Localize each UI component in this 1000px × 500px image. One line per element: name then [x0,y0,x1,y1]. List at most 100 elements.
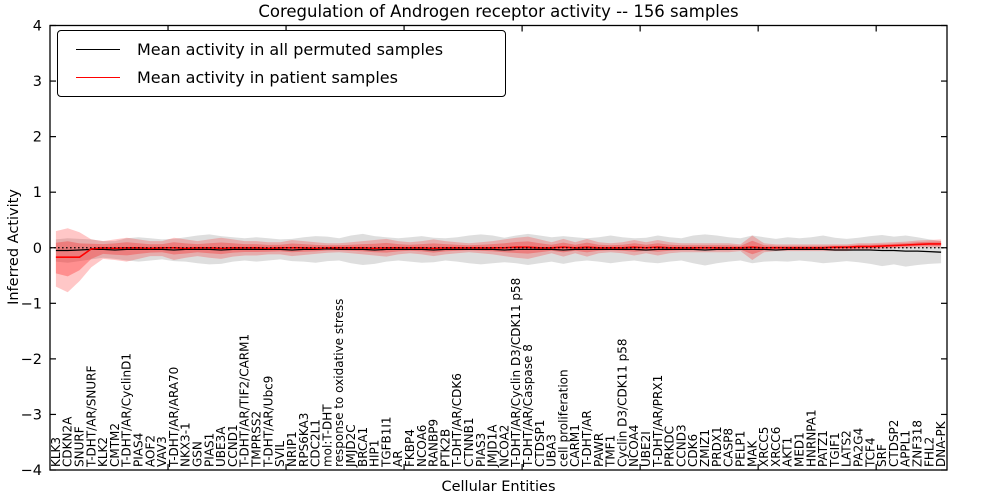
x-tick-label: CMTM2 [108,423,122,467]
x-tick-label: SNURF [73,426,87,467]
x-tick-label: T-DHT/AR/Caspase 8 [521,344,535,468]
x-tick-label: XRCC6 [769,427,783,467]
legend-label-patient: Mean activity in patient samples [137,68,398,88]
x-tick-label: SRF [875,444,889,467]
svg-text:−4: −4 [21,463,42,479]
series-lines [50,243,947,259]
svg-text:4: 4 [33,19,42,35]
x-tick-label: NCOA2 [497,425,511,467]
x-tick-label: UBE3A [214,426,228,467]
svg-text:−3: −3 [21,407,42,423]
x-tick-label: response to oxidative stress [332,299,346,467]
x-tick-label: LATS2 [840,430,854,467]
x-tick-label: FHL2 [922,437,936,467]
x-tick-label: CARM1 [568,424,582,467]
x-tick-label: AOF2 [143,435,157,467]
x-tick-label: AKT1 [781,437,795,467]
x-tick-label: CDK6 [686,434,700,467]
x-tick-label: RPS6KA3 [297,413,311,467]
x-tick-label: UBA3 [545,434,559,467]
x-tick-label: CTDSP2 [887,420,901,467]
x-tick-label: T-DHT/AR/SNURF [84,366,98,469]
x-tick-label: Cyclin D3/CDK11 p58 [615,338,629,467]
confidence-bands [55,228,942,293]
svg-text:−1: −1 [21,296,42,312]
x-tick-label: NCOA6 [415,425,429,467]
x-tick-label: FKBP4 [403,429,417,467]
x-tick-label: CTDSP1 [533,420,547,467]
x-tick-label: PELP1 [734,431,748,467]
x-tick-label: CDC2L1 [309,419,323,467]
x-tick-label: JMJD2C [344,424,358,468]
x-tick-label: CASP8 [722,428,736,467]
x-tick-label: cell proliferation [556,369,570,467]
x-tick-label: T-DHT/AR/ARA70 [167,367,181,468]
x-tick-label: XRCC5 [757,427,771,467]
x-tick-label: T-DHT/AR/Ubc9 [261,376,275,468]
x-tick-label: T-DHT/AR/TIF2/CARM1 [238,334,252,468]
legend-item-patient: Mean activity in patient samples [58,64,505,91]
x-tick-label: PAWR [592,433,606,467]
svg-text:2: 2 [33,130,42,146]
x-tick-label: T-DHT/AR/CyclinD1 [120,353,134,468]
x-tick-label: HIP1 [368,440,382,467]
x-tick-label: TCF4 [863,437,877,468]
chart-title: Coregulation of Androgen receptor activi… [258,2,739,21]
x-tick-label: SVIL [273,441,287,467]
patient-line-swatch [76,77,120,79]
x-tick-label: AR [391,450,405,467]
x-axis-label: Cellular Entities [441,479,556,495]
x-tick-label: KLK3 [49,437,63,467]
svg-text:0: 0 [33,241,42,257]
x-tick-label: TGFB1I1 [379,416,393,468]
y-axis-label: Inferred Activity [6,189,22,305]
svg-text:−2: −2 [21,352,42,368]
legend-item-permuted: Mean activity in all permuted samples [58,36,505,63]
x-tick-label: PATZ1 [816,430,830,467]
x-tick-label: TMF1 [604,435,618,468]
legend-label-permuted: Mean activity in all permuted samples [137,39,444,59]
x-tick-label: APPL1 [899,430,913,467]
x-tick-label: MED1 [793,432,807,467]
x-tick-label: PIAS1 [202,433,216,467]
x-tick-label: ZMIZ1 [698,429,712,467]
x-tick-label: ZNF318 [911,420,925,467]
svg-text:3: 3 [33,74,42,90]
x-tick-label: mol:T-DHT [320,404,334,467]
x-tick-label: CTNNB1 [462,417,476,467]
x-tick-label: T-DHT/AR/Cyclin D3/CDK11 p58 [509,278,523,468]
x-tick-label: CCND1 [226,424,240,467]
x-tick-label: T-DHT/AR/CDK6 [450,373,464,468]
x-tick-label: CDKN2A [61,416,75,467]
x-tick-label: KLK2 [96,437,110,467]
x-tick-label: T-DHT/AR/PRX1 [651,375,665,468]
x-tick-label: RANBP9 [427,419,441,467]
x-tick-label: NCOA4 [627,425,641,467]
x-tick-label: NRIP1 [285,431,299,467]
x-tick-label: PIAS4 [132,433,146,467]
x-tick-label: PIAS3 [474,433,488,467]
axis-ticks: −4 −3 −2 −1 0 1 2 3 4 [21,19,947,479]
x-tick-label: GSN [191,441,205,467]
x-tick-label: PRKDC [663,426,677,467]
permuted-line-swatch [76,48,120,50]
x-tick-label: NKX3-1 [179,422,193,467]
x-tick-label: DNA-PK [934,420,948,467]
x-tick-label: PTK2B [438,429,452,467]
x-tick-label: T-DHT/AR [580,410,594,468]
x-tick-label: MAK [745,439,759,467]
x-tick-label: TMPRSS2 [250,411,264,468]
x-tick-label: BRCA1 [356,427,370,467]
x-tick-label: PA2G4 [852,428,866,467]
x-category-labels: KLK3CDKN2ASNURFT-DHT/AR/SNURFKLK2CMTM2T-… [49,278,948,468]
x-tick-label: VAV3 [155,436,169,467]
svg-text:1: 1 [33,185,42,201]
x-tick-label: TGIF1 [828,432,842,468]
x-tick-label: HNRNPA1 [804,409,818,467]
x-tick-label: CCND3 [674,424,688,467]
x-tick-label: PRDX1 [710,426,724,467]
x-tick-label: JMJD1A [486,424,500,468]
x-tick-label: UBE2I [639,431,653,467]
